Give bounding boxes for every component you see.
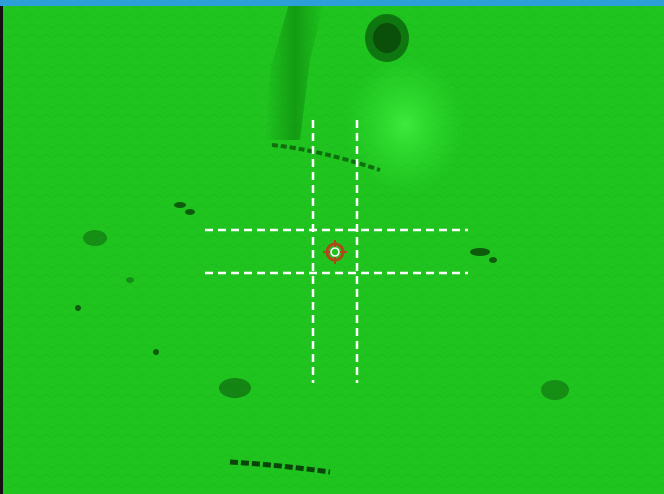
top-bar — [0, 0, 664, 6]
terrain-rocks — [75, 202, 569, 475]
left-border — [0, 6, 3, 494]
terrain-highlight — [345, 55, 465, 195]
terrain-ridge — [265, 0, 325, 140]
terrain-ridge-edge — [271, 143, 381, 172]
crosshair-guides — [205, 120, 468, 383]
target-marker[interactable] — [323, 240, 347, 264]
terrain-crater-core — [373, 23, 401, 53]
